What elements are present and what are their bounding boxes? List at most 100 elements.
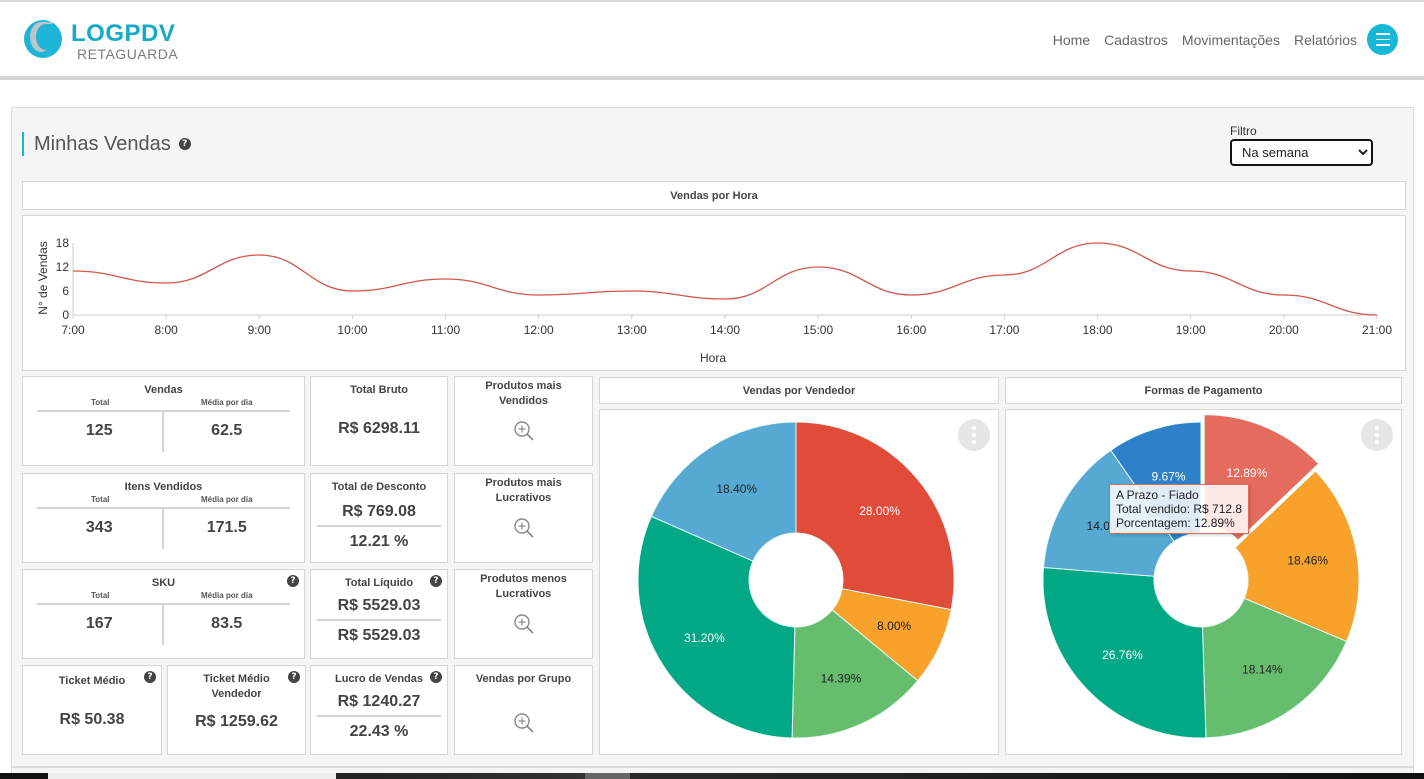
x-tick-label: 9:00 [248, 323, 272, 337]
pie-slice-4[interactable] [650, 421, 797, 562]
pie-slice-2[interactable] [1201, 597, 1348, 739]
pie-slice-label: 18.14% [1242, 662, 1283, 676]
filter-group: Filtro Na semana [1230, 124, 1373, 166]
report-mais-vendidos[interactable]: Produtos mais Vendidos [454, 376, 593, 466]
logo[interactable]: LOGPDV RETAGUARDA [24, 18, 194, 62]
nav-cadastros[interactable]: Cadastros [1104, 31, 1168, 48]
kpi-total-bruto-card: Total Bruto R$ 6298.11 [310, 376, 448, 466]
pie-slice-label: 14.39% [821, 672, 862, 686]
kpi-desconto-title: Total de Desconto [331, 481, 427, 493]
divider [317, 619, 441, 621]
divider [317, 525, 441, 527]
y-axis-label: N° de Vendas [36, 241, 50, 315]
pie-pagamento-chart: 12.89%18.46%18.14%26.76%14.06%9.67% [1042, 414, 1360, 739]
chart-tooltip: A Prazo - Fiado Total vendido: R$ 712.8 … [1109, 484, 1250, 534]
report-mais-vendidos-title: Produtos mais Vendidos [485, 380, 562, 407]
kpi-vendas-avg-label: Média por dia [163, 398, 290, 412]
kpi-sku-avg-label: Média por dia [163, 591, 290, 605]
kpi-itens-total: 343 [37, 509, 164, 549]
pie-vendedor-title: Vendas por Vendedor [742, 384, 856, 397]
x-tick-label: 17:00 [989, 323, 1019, 337]
line-chart-card: N° de Vendas Hora 0 6 12 18 7:00 8:00 9:00 10:0… [22, 215, 1406, 371]
report-menos-lucrativos[interactable]: Produtos menos Lucrativos [454, 569, 593, 659]
pie-pagamento-header: Formas de Pagamento [1005, 377, 1402, 404]
report-vendas-por-grupo[interactable]: Vendas por Grupo [454, 665, 593, 755]
pie-slice-label: 26.76% [1102, 648, 1143, 662]
y-tick-label: 12 [56, 260, 70, 274]
kpi-lucro-percent: 22.43 % [349, 723, 409, 740]
kpi-lucro-value: R$ 1240.27 [337, 693, 421, 710]
pie-slice-2[interactable] [791, 609, 919, 739]
kpi-ticket-medio-title: Ticket Médio [58, 675, 126, 687]
pie-slice-0[interactable] [795, 421, 955, 611]
header-divider [0, 76, 1424, 80]
nav-home[interactable]: Home [1052, 31, 1091, 48]
question-circle-icon[interactable]: ? [287, 575, 299, 587]
filter-select[interactable]: Na semana [1230, 139, 1373, 166]
question-circle-icon[interactable]: ? [288, 671, 300, 683]
question-circle-icon[interactable]: ? [178, 138, 191, 150]
kpi-liquido-card: ? Total Líquido R$ 5529.03 R$ 5529.03 [310, 569, 448, 659]
kpi-sku-avg: 83.5 [211, 615, 243, 632]
x-tick-label: 7:00 [61, 323, 85, 337]
kpi-vendas-total-label: Total [37, 398, 164, 412]
pie-slice-1[interactable] [1234, 470, 1360, 643]
filter-label: Filtro [1230, 124, 1257, 138]
tooltip-total: Total vendido: R$ 712.8 [1116, 502, 1243, 516]
pie-slice-label: 12.89% [1227, 466, 1268, 480]
taskbar [0, 773, 1424, 779]
logo-title: LOGPDV [71, 20, 176, 47]
nav-movimentacoes[interactable]: Movimentações [1181, 31, 1280, 48]
zoom-in-icon[interactable] [512, 516, 536, 540]
line-chart-title: Vendas por Hora [670, 189, 758, 202]
kpi-itens-total-label: Total [37, 495, 164, 509]
line-series [72, 242, 1378, 316]
zoom-in-icon[interactable] [512, 711, 536, 735]
x-tick-label: 15:00 [803, 323, 833, 337]
kpi-itens-avg: 171.5 [206, 519, 247, 536]
zoom-in-icon[interactable] [512, 612, 536, 636]
kpi-vendas-avg: 62.5 [211, 422, 243, 439]
x-tick-label: 12:00 [524, 323, 554, 337]
kpi-liquido-value: R$ 5529.03 [337, 597, 421, 614]
pie-vendedor-card: 28.00% 8.00% 14.39% 31.20% 18.40% [599, 409, 999, 755]
hamburger-icon[interactable] [1367, 24, 1398, 55]
question-circle-icon[interactable]: ? [430, 671, 442, 683]
page-title: Minhas Vendas ? [22, 132, 191, 156]
pie-vendedor-header: Vendas por Vendedor [599, 377, 999, 404]
more-options-icon[interactable] [1361, 419, 1393, 451]
kpi-desconto-value: R$ 769.08 [342, 503, 416, 520]
pie-slice-label: 8.00% [877, 619, 911, 633]
x-tick-label: 10:00 [337, 323, 367, 337]
report-vendas-por-grupo-title: Vendas por Grupo [475, 673, 572, 685]
kpi-lucro-card: ? Lucro de Vendas R$ 1240.27 22.43 % [310, 665, 448, 755]
report-menos-lucrativos-title: Produtos menos Lucrativos [480, 573, 567, 600]
kpi-total-bruto-value: R$ 6298.11 [338, 420, 420, 437]
pie-slice-3[interactable] [1042, 566, 1207, 739]
logo-subtitle: RETAGUARDA [77, 46, 179, 62]
report-mais-lucrativos[interactable]: Produtos mais Lucrativos [454, 473, 593, 563]
question-circle-icon[interactable]: ? [144, 671, 156, 683]
y-tick-label: 18 [56, 236, 70, 250]
tooltip-name: A Prazo - Fiado [1116, 488, 1199, 502]
kpi-ticket-vendedor-card: ? Ticket Médio Vendedor R$ 1259.62 [167, 665, 306, 755]
pie-slice-3[interactable] [637, 515, 796, 739]
pie-slice-label: 18.40% [716, 482, 757, 496]
pie-pagamento-card: 12.89% 18.46% 18.14% 26.76% 14.06% 9.67% A Pr… [1005, 409, 1402, 755]
more-options-icon[interactable] [958, 419, 990, 451]
pie-slice-4[interactable] [1042, 449, 1175, 577]
kpi-liquido-title: Total Líquido [344, 577, 414, 589]
kpi-itens-title: Itens Vendidos [124, 481, 203, 493]
line-chart: N° de Vendas Hora 0 6 12 18 7:00 8:00 9:00 10:0… [36, 236, 1392, 365]
top-border [0, 0, 1424, 2]
zoom-in-icon[interactable] [512, 419, 536, 443]
x-tick-label: 13:00 [617, 323, 647, 337]
pie-slice-label: 28.00% [859, 504, 900, 518]
app-header: LOGPDV RETAGUARDA Home Cadastros Movimen… [0, 2, 1424, 77]
x-tick-label: 11:00 [431, 323, 460, 337]
question-circle-icon[interactable]: ? [430, 575, 442, 587]
y-tick-label: 0 [62, 308, 69, 322]
next-panel-edge [11, 767, 1414, 773]
nav-relatorios[interactable]: Relatórios [1293, 31, 1357, 48]
kpi-ticket-medio-value: R$ 50.38 [59, 711, 125, 728]
